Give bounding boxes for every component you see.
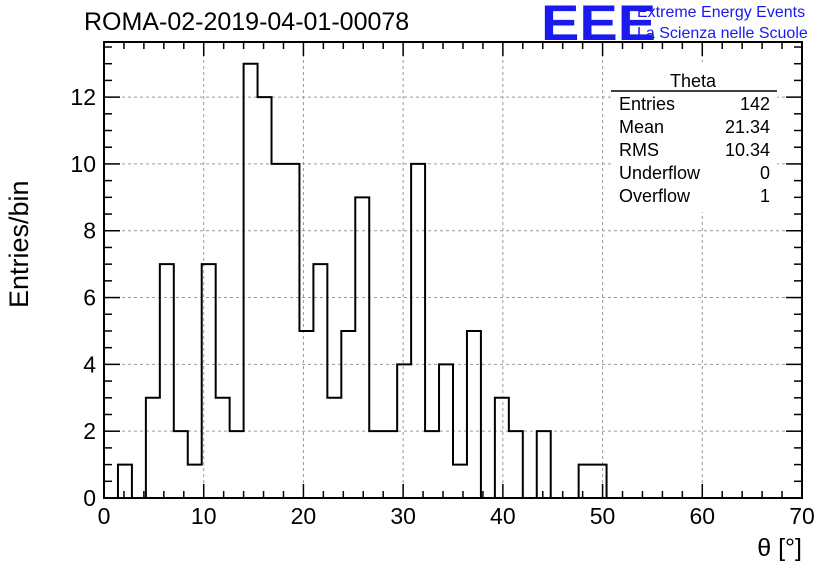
y-tick-label: 4	[83, 351, 96, 377]
stats-label: Mean	[619, 117, 664, 137]
histogram-bin	[495, 398, 509, 498]
frame-layer	[103, 41, 803, 499]
histogram-bin	[299, 331, 313, 498]
histogram-bin	[537, 431, 551, 498]
x-tick-label: 50	[590, 503, 616, 529]
stats-label: Overflow	[619, 186, 691, 206]
histogram-bin	[174, 431, 188, 498]
stats-box: Theta Entries 142 Mean 21.34 RMS 10.34 Underfl…	[611, 62, 777, 212]
stats-value: 142	[740, 94, 770, 114]
tick-layer	[103, 42, 803, 499]
histogram-bin	[258, 97, 272, 498]
histogram-bin	[285, 164, 299, 498]
histogram-bin	[188, 465, 202, 498]
eee-logo: EEE	[541, 0, 657, 51]
stats-value: 0	[760, 163, 770, 183]
histogram-bin	[160, 264, 174, 498]
y-tick-label: 8	[83, 218, 96, 244]
histogram-bin	[579, 465, 593, 498]
stats-label: Entries	[619, 94, 675, 114]
stats-value: 1	[760, 186, 770, 206]
histogram-bin	[397, 364, 411, 498]
y-tick-label: 0	[83, 485, 96, 511]
histogram-bin	[202, 264, 216, 498]
x-axis-label: θ [°]	[757, 534, 802, 562]
histogram-outline	[104, 62, 621, 499]
x-tick-label: 0	[98, 503, 111, 529]
histogram-bin	[383, 431, 397, 498]
x-tick-label: 10	[191, 503, 217, 529]
histogram-bin	[146, 398, 160, 498]
y-tick-label: 12	[70, 84, 96, 110]
histogram-bin	[118, 465, 132, 498]
x-tick-label: 70	[789, 503, 815, 529]
logo-line-2: La Scienza nelle Scuole	[637, 25, 808, 42]
histogram-bin	[509, 431, 523, 498]
histogram-bin	[593, 465, 607, 498]
stats-title: Theta	[670, 71, 717, 91]
stats-rows: Entries 142 Mean 21.34 RMS 10.34 Underflow 0 Ove…	[619, 94, 770, 206]
chart-title: ROMA-02-2019-04-01-00078	[84, 8, 410, 36]
logo-line-1: Extreme Energy Events	[637, 4, 806, 21]
x-tick-label: 40	[490, 503, 516, 529]
histogram-bin	[341, 331, 355, 498]
y-tick-label: 6	[83, 285, 96, 311]
histogram-bin	[244, 64, 258, 498]
y-tick-label: 2	[83, 418, 96, 444]
histogram-bin	[355, 197, 369, 498]
histogram-bin	[425, 431, 439, 498]
y-tick-label: 10	[70, 151, 96, 177]
stats-value: 21.34	[725, 117, 770, 137]
histogram-bin	[313, 264, 327, 498]
histogram-bin	[411, 164, 425, 498]
stats-box-bg	[611, 62, 777, 212]
histogram-bin	[439, 364, 453, 498]
histogram-bin	[230, 431, 244, 498]
x-tick-label: 60	[689, 503, 715, 529]
histogram-bin	[327, 398, 341, 498]
histogram-bin	[216, 398, 230, 498]
histogram-bin	[369, 431, 383, 498]
histogram-bin	[453, 465, 467, 498]
histogram-layer	[104, 62, 621, 499]
histogram-bin	[272, 164, 286, 498]
stats-value: 10.34	[725, 140, 770, 160]
x-tick-label: 30	[390, 503, 416, 529]
stats-label: RMS	[619, 140, 659, 160]
plot-frame	[103, 41, 803, 499]
stats-label: Underflow	[619, 163, 701, 183]
histogram-bin	[467, 331, 481, 498]
x-tick-label: 20	[291, 503, 317, 529]
